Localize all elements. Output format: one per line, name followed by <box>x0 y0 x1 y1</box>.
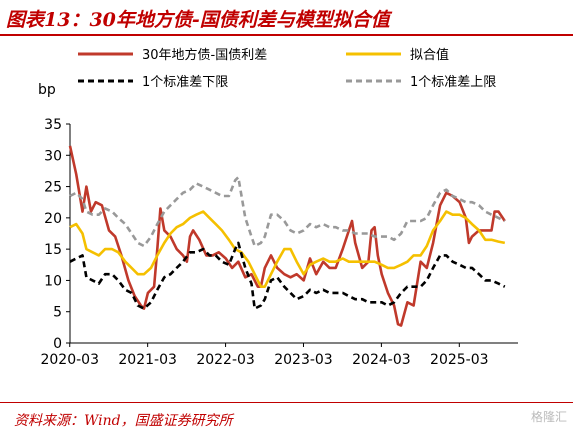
y-tick-label: 15 <box>44 242 62 258</box>
watermark: 格隆汇 <box>530 410 567 424</box>
y-axis-label: bp <box>38 82 56 98</box>
x-tick-label: 2025-03 <box>430 352 489 368</box>
spread-line-chart: 30年地方债-国债利差 拟合值 1个标准差下限 1个标准差上限 bp 0 5 10 15 20… <box>38 47 518 368</box>
y-tick-label: 20 <box>44 211 62 227</box>
y-tick-label: 25 <box>44 180 62 196</box>
legend-label-2: 拟合值 <box>410 47 449 63</box>
series-line-2 <box>69 210 506 288</box>
source-divider <box>0 402 573 403</box>
legend-label-3: 1个标准差下限 <box>142 75 228 90</box>
x-tick-label: 2024-03 <box>352 352 411 368</box>
series-line-3 <box>69 241 506 310</box>
x-tick-label: 2021-03 <box>118 352 177 368</box>
legend-label-1: 30年地方债-国债利差 <box>142 47 267 63</box>
legend-label-4: 1个标准差上限 <box>410 75 496 90</box>
series-line-1 <box>68 145 506 327</box>
chart-axes: 0 5 10 15 20 25 30 35 2020-03 2021-03 2022-03 2023-… <box>40 117 518 368</box>
y-tick-label: 5 <box>53 305 62 321</box>
y-tick-label: 30 <box>44 148 62 164</box>
x-tick-label: 2020-03 <box>40 352 99 368</box>
title-divider <box>0 34 573 36</box>
figure-title: 图表13：30年地方债-国债利差与模型拟合值 <box>6 9 390 31</box>
x-tick-label: 2023-03 <box>274 352 333 368</box>
x-tick-label: 2022-03 <box>196 352 255 368</box>
y-tick-label: 0 <box>53 336 62 352</box>
source-bar: 资料来源：Wind，国盛证券研究所 格隆汇 <box>0 402 573 432</box>
source-note: 资料来源：Wind，国盛证券研究所 <box>14 413 233 429</box>
plot-area <box>68 145 506 327</box>
figure-title-bar: 图表13：30年地方债-国债利差与模型拟合值 <box>0 0 573 34</box>
y-tick-label: 10 <box>44 273 62 289</box>
chart-legend: 30年地方债-国债利差 拟合值 1个标准差下限 1个标准差上限 <box>78 47 496 90</box>
series-line-4 <box>69 175 506 248</box>
y-tick-label: 35 <box>44 117 62 133</box>
